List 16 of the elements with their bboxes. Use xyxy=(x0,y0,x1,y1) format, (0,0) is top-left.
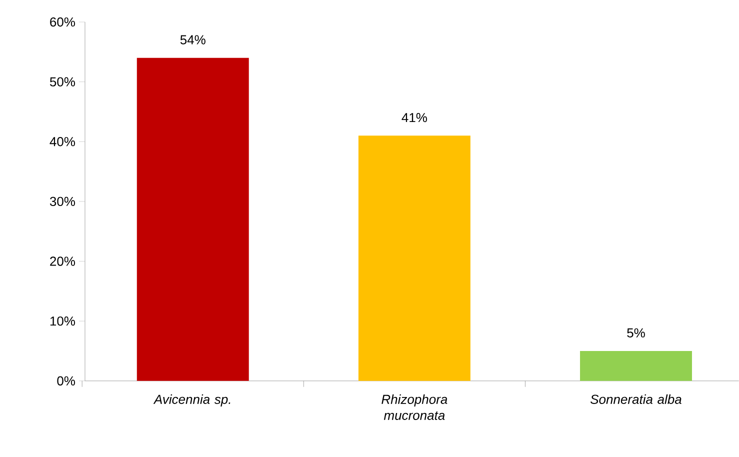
bar xyxy=(358,136,470,381)
y-tick-label: 60% xyxy=(50,17,75,27)
y-tick-label: 0% xyxy=(57,376,75,386)
y-tick-label: 40% xyxy=(50,137,75,146)
y-tick-label: 10% xyxy=(50,316,75,326)
bar xyxy=(580,351,692,381)
data-label: 41% xyxy=(402,113,427,122)
data-label: 54% xyxy=(180,35,206,44)
data-label: 5% xyxy=(627,328,645,338)
y-tick-label: 50% xyxy=(50,77,75,86)
y-tick-label: 20% xyxy=(50,256,75,266)
y-tick-label: 30% xyxy=(50,196,75,206)
x-tick-label: Sonneratia alba xyxy=(590,394,682,404)
x-tick-label: Rhizophora mucronata xyxy=(382,394,448,420)
bar xyxy=(136,58,249,381)
x-tick-label: Avicennia sp. xyxy=(153,394,230,407)
